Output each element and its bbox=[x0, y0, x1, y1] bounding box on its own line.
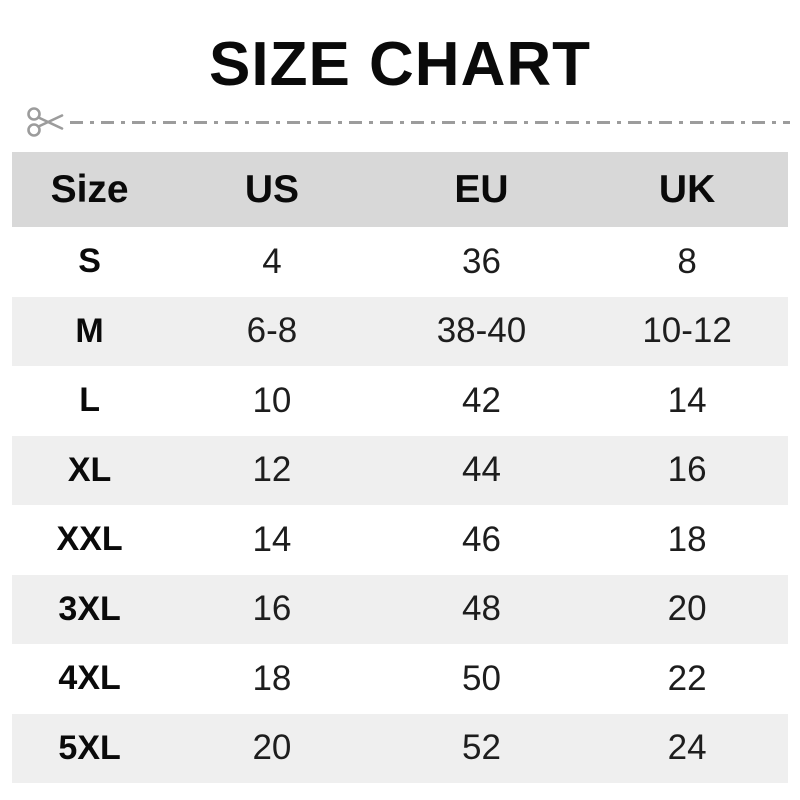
size-label: 5XL bbox=[58, 728, 121, 767]
size-label: XXL bbox=[56, 520, 123, 559]
size-label: L bbox=[79, 381, 100, 420]
table-row-s: S 4 36 8 bbox=[12, 227, 788, 297]
table-row-m: M 6-8 38-40 10-12 bbox=[12, 296, 788, 366]
us-value: 18 bbox=[252, 658, 292, 698]
eu-value: 52 bbox=[461, 728, 501, 768]
uk-value: 20 bbox=[667, 589, 707, 629]
size-label: S bbox=[78, 242, 101, 281]
table-row-3xl: 3XL 16 48 20 bbox=[12, 574, 788, 644]
uk-value: 8 bbox=[677, 241, 697, 281]
column-header-uk: UK bbox=[658, 167, 716, 211]
eu-value: 46 bbox=[461, 519, 501, 559]
uk-value: 18 bbox=[667, 519, 707, 559]
column-header-us: US bbox=[244, 167, 300, 211]
table-row-l: L 10 42 14 bbox=[12, 366, 788, 436]
cut-line bbox=[26, 104, 790, 140]
column-header-eu: EU bbox=[454, 167, 509, 211]
eu-value: 42 bbox=[461, 380, 501, 420]
column-header-size: Size bbox=[50, 167, 129, 211]
table-header-row: Size US EU UK bbox=[12, 152, 788, 227]
table-row-4xl: 4XL 18 50 22 bbox=[12, 644, 788, 714]
scissors-icon bbox=[26, 104, 66, 140]
uk-value: 16 bbox=[667, 450, 707, 490]
us-value: 6-8 bbox=[246, 311, 298, 351]
size-label: 4XL bbox=[58, 659, 121, 698]
us-value: 10 bbox=[252, 380, 292, 420]
us-value: 14 bbox=[252, 519, 292, 559]
eu-value: 48 bbox=[461, 589, 501, 629]
size-label: 3XL bbox=[58, 589, 121, 628]
eu-value: 44 bbox=[461, 450, 501, 490]
us-value: 12 bbox=[252, 450, 292, 490]
size-table: Size US EU UK S 4 36 8 M 6-8 38-40 10-12… bbox=[12, 152, 788, 783]
page-title: SIZE CHART bbox=[209, 30, 591, 99]
table-row-5xl: 5XL 20 52 24 bbox=[12, 713, 788, 783]
dash-dot-line bbox=[70, 120, 790, 124]
size-label: M bbox=[75, 311, 104, 350]
eu-value: 38-40 bbox=[436, 311, 527, 351]
uk-value: 14 bbox=[667, 380, 707, 420]
table-row-xl: XL 12 44 16 bbox=[12, 435, 788, 505]
table-row-xxl: XXL 14 46 18 bbox=[12, 505, 788, 575]
us-value: 4 bbox=[262, 241, 282, 281]
uk-value: 24 bbox=[667, 728, 707, 768]
uk-value: 10-12 bbox=[642, 311, 732, 351]
uk-value: 22 bbox=[667, 658, 707, 698]
size-chart-page: SIZE CHART Size US EU UK S 4 36 8 M bbox=[12, 30, 790, 783]
eu-value: 36 bbox=[461, 241, 501, 281]
us-value: 16 bbox=[252, 589, 292, 629]
eu-value: 50 bbox=[461, 658, 501, 698]
size-label: XL bbox=[67, 450, 112, 489]
us-value: 20 bbox=[252, 728, 292, 768]
